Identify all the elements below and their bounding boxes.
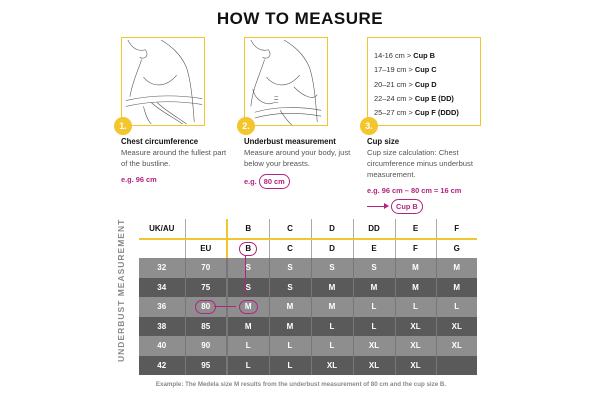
step-2-badge: 2. bbox=[237, 117, 255, 135]
step-example: e.g. 80 cm bbox=[244, 174, 354, 189]
underbust-axis-label: UNDERBUST MEASUREMENT bbox=[116, 218, 126, 362]
size-table: UK/AU B C D DD E F EU B C D E F G 32 70 S… bbox=[139, 219, 477, 375]
uk-header-row: UK/AU B C D DD E F bbox=[139, 219, 477, 240]
cup-row: 22–24 cm > Cup E (DD) bbox=[374, 93, 454, 103]
footnote: Example: The Medela size M results from … bbox=[155, 381, 447, 388]
cup-row: 17–19 cm > Cup C bbox=[374, 65, 437, 75]
step-3-badge: 3. bbox=[360, 117, 378, 135]
step-heading: Underbust measurement bbox=[244, 137, 336, 146]
result-row: Cup B bbox=[367, 199, 487, 214]
chest-measurement-illustration bbox=[121, 37, 205, 126]
step-text: Measure around your body, just below you… bbox=[244, 148, 351, 168]
step-3-description: Cup size Cup size calculation: Chest cir… bbox=[367, 136, 487, 214]
arrow-right-icon bbox=[367, 203, 389, 208]
step-1-badge: 1. bbox=[114, 117, 132, 135]
eu-header-row: EU B C D E F G bbox=[139, 238, 477, 258]
highlight-oval: 80 cm bbox=[258, 174, 290, 189]
step-text: Measure around the fullest part of the b… bbox=[121, 148, 227, 168]
highlight-circle: B bbox=[239, 241, 258, 256]
connector-line bbox=[214, 306, 236, 308]
cup-size-reference-box: 14-16 cm > Cup B 17–19 cm > Cup C 20–21 … bbox=[367, 37, 481, 126]
cup-size-list: 14-16 cm > Cup B 17–19 cm > Cup C 20–21 … bbox=[374, 49, 459, 120]
step-2-description: Underbust measurement Measure around you… bbox=[244, 136, 354, 189]
step-heading: Chest circumference bbox=[121, 137, 199, 146]
result-oval: Cup B bbox=[391, 199, 423, 214]
step-1-description: Chest circumference Measure around the f… bbox=[121, 136, 231, 185]
page-title: HOW TO MEASURE bbox=[216, 9, 384, 28]
underbust-measurement-illustration bbox=[244, 37, 328, 126]
connector-line bbox=[245, 256, 247, 296]
highlight-circle: M bbox=[238, 299, 258, 314]
step-example: e.g. 96 cm bbox=[121, 175, 157, 184]
step-text: Cup size calculation: Chest circumferenc… bbox=[367, 148, 473, 179]
step-heading: Cup size bbox=[367, 137, 400, 146]
cup-row: 20–21 cm > Cup D bbox=[374, 79, 437, 89]
cup-row: 25–27 cm > Cup F (DDD) bbox=[374, 108, 459, 118]
step-example: e.g. 96 cm – 80 cm = 16 cm bbox=[367, 186, 462, 195]
cup-row: 14-16 cm > Cup B bbox=[374, 51, 436, 60]
